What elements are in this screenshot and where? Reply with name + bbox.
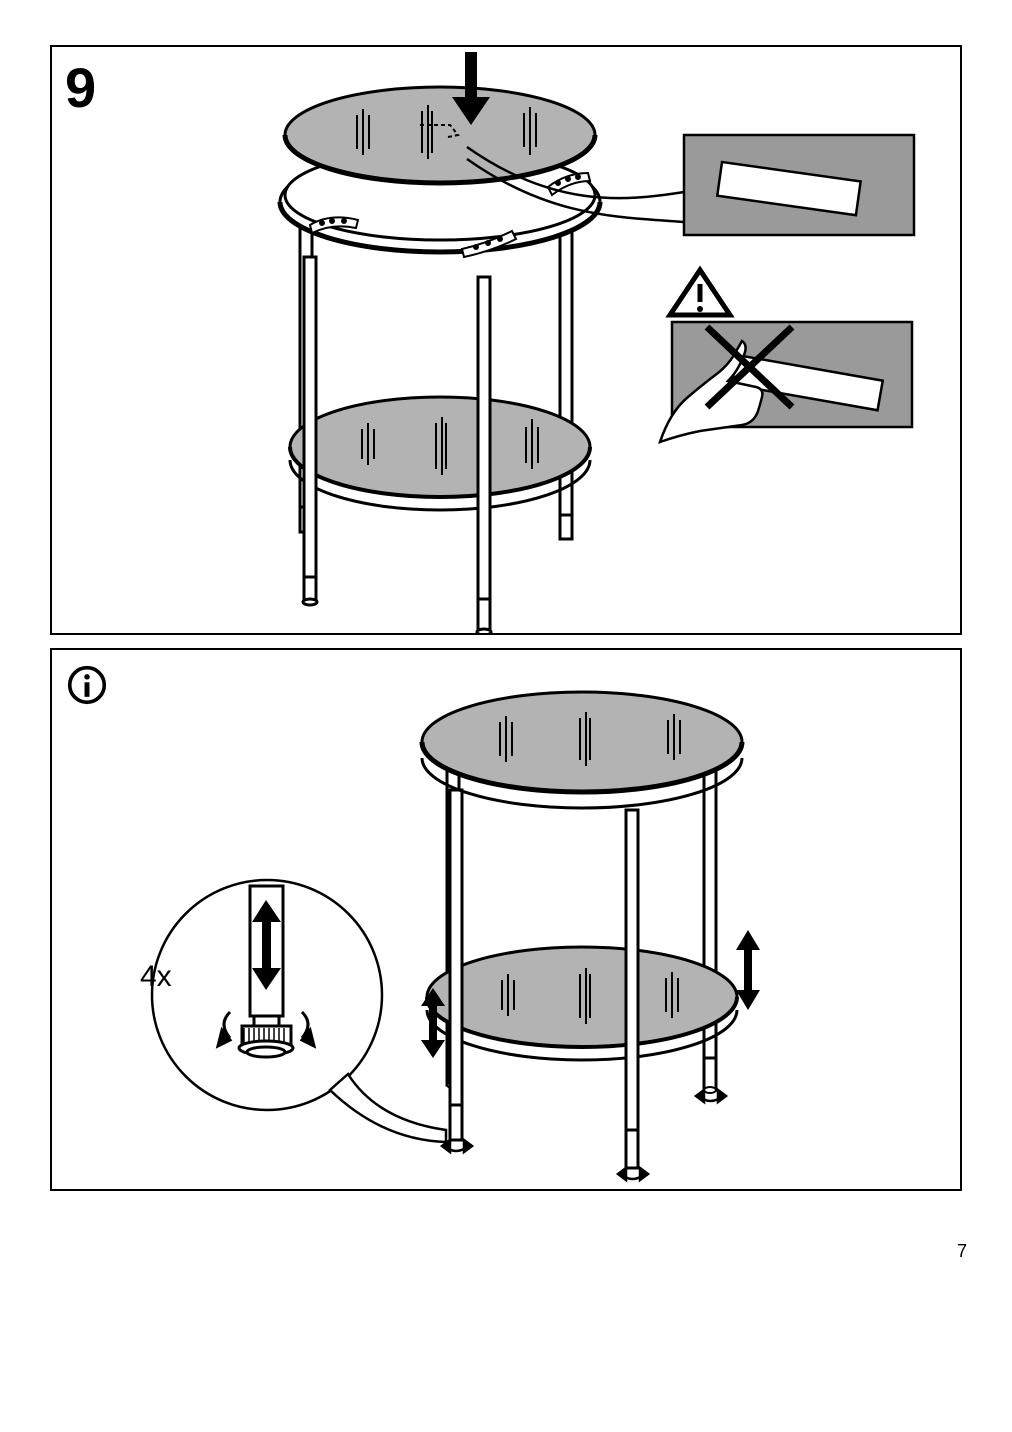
- step-9-panel: [50, 45, 962, 635]
- detail-multiplier: 4x: [140, 960, 172, 994]
- step-9-illustration: [52, 47, 960, 633]
- warning-icon: [670, 270, 730, 315]
- no-touch-callout: [660, 322, 912, 442]
- page-number: 7: [957, 1241, 967, 1262]
- foot-detail-callout: [152, 880, 446, 1142]
- info-illustration: [52, 650, 960, 1189]
- instruction-page: 9: [0, 0, 1012, 1432]
- adjust-arrow-icon: [736, 930, 760, 1010]
- info-icon: [67, 665, 107, 705]
- info-panel: 4x: [50, 648, 962, 1191]
